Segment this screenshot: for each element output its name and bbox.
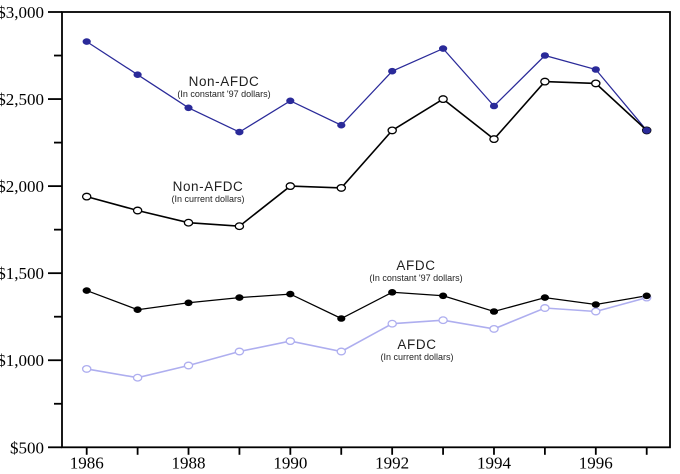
data-point-non-afdc-constant xyxy=(489,102,499,110)
data-point-non-afdc-current xyxy=(132,206,143,215)
y-axis-tick-label: $500 xyxy=(10,438,44,457)
data-point-non-afdc-constant xyxy=(184,104,193,112)
y-axis-tick-label: $3,000 xyxy=(0,3,44,22)
series-label-afdc-constant: AFDC xyxy=(396,258,435,273)
data-point-afdc-constant xyxy=(184,299,193,307)
data-point-afdc-constant xyxy=(591,301,600,308)
data-point-non-afdc-constant xyxy=(591,66,600,73)
data-point-non-afdc-current xyxy=(183,218,194,227)
y-axis-tick-label: $2,500 xyxy=(0,90,44,109)
data-point-non-afdc-current xyxy=(387,126,397,135)
data-point-non-afdc-constant xyxy=(82,38,91,45)
data-point-non-afdc-current xyxy=(81,192,92,201)
data-point-non-afdc-current xyxy=(336,183,347,192)
x-axis-tick-label: 1994 xyxy=(477,453,512,472)
x-axis-tick-label: 1996 xyxy=(579,453,613,472)
data-point-non-afdc-constant xyxy=(286,97,295,105)
y-axis-tick-label: $1,500 xyxy=(0,264,44,283)
series-line-non-afdc-constant xyxy=(86,41,648,133)
series-line-afdc-constant xyxy=(86,290,647,320)
series-label-afdc-current: AFDC xyxy=(397,337,436,352)
data-point-afdc-current xyxy=(591,307,601,316)
data-point-non-afdc-constant xyxy=(337,121,346,129)
data-point-non-afdc-current xyxy=(438,95,448,104)
series-label-non-afdc-current: Non-AFDC xyxy=(173,179,244,194)
x-axis-tick-label: 1986 xyxy=(70,453,104,472)
data-point-afdc-constant xyxy=(540,294,550,301)
data-point-afdc-constant xyxy=(388,289,397,296)
data-point-afdc-current xyxy=(132,373,143,382)
data-point-non-afdc-constant xyxy=(540,52,550,59)
data-point-afdc-current xyxy=(489,324,499,333)
data-point-afdc-current xyxy=(285,337,296,346)
data-point-afdc-constant xyxy=(439,292,448,300)
series-sublabel-afdc-current: (In current dollars) xyxy=(380,352,453,362)
data-point-non-afdc-current xyxy=(540,77,550,86)
data-point-non-afdc-current xyxy=(591,79,601,88)
data-point-non-afdc-current xyxy=(489,135,499,144)
data-point-afdc-constant xyxy=(133,306,142,314)
series-label-non-afdc-constant: Non-AFDC xyxy=(189,74,260,89)
data-point-non-afdc-constant xyxy=(388,67,397,75)
plot-frame xyxy=(61,11,671,449)
data-point-non-afdc-constant xyxy=(439,45,448,52)
data-point-afdc-constant xyxy=(337,315,346,322)
data-point-afdc-current xyxy=(540,304,550,312)
data-point-non-afdc-current xyxy=(234,222,245,231)
series-sublabel-non-afdc-current: (In current dollars) xyxy=(171,194,244,204)
x-axis-tick-label: 1990 xyxy=(273,453,307,472)
series-sublabel-non-afdc-constant: (In constant '97 dollars) xyxy=(177,89,270,99)
data-point-afdc-current xyxy=(438,316,448,325)
x-axis-tick-label: 1988 xyxy=(172,453,206,472)
data-point-afdc-current xyxy=(234,347,245,356)
data-point-non-afdc-current xyxy=(285,182,296,191)
series-sublabel-afdc-constant: (In constant '97 dollars) xyxy=(369,273,462,283)
data-point-afdc-current xyxy=(336,347,347,356)
data-point-afdc-current xyxy=(387,319,397,328)
data-point-afdc-constant xyxy=(235,294,244,301)
y-axis-tick-label: $2,000 xyxy=(0,177,44,196)
data-point-afdc-constant xyxy=(82,287,91,294)
data-point-afdc-current xyxy=(183,361,194,370)
series-line-afdc-current xyxy=(86,296,647,379)
data-point-non-afdc-constant xyxy=(235,128,244,136)
data-point-afdc-constant xyxy=(286,290,295,298)
data-point-afdc-constant xyxy=(489,308,499,315)
data-point-non-afdc-constant xyxy=(642,127,651,134)
data-point-afdc-current xyxy=(81,364,92,373)
x-axis-tick-label: 1992 xyxy=(375,453,409,472)
series-line-non-afdc-current xyxy=(86,80,648,228)
data-point-non-afdc-constant xyxy=(133,71,142,78)
y-axis-tick-label: $1,000 xyxy=(0,351,44,370)
data-point-afdc-constant xyxy=(642,292,651,300)
